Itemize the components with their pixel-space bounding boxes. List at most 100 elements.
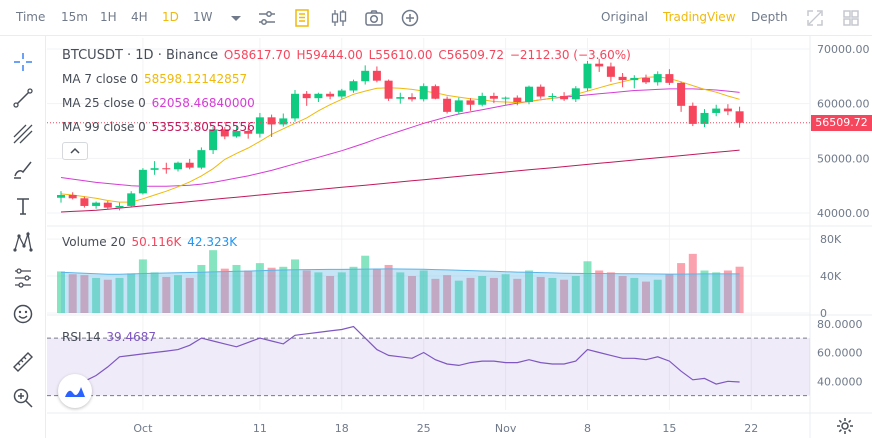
volume-bar [630,277,639,313]
view-original-tab[interactable]: Original [601,10,648,24]
high-value: H59444.00 [296,48,363,62]
candle-body [103,202,112,208]
view-depth-tab[interactable]: Depth [751,10,788,24]
ma25-value: 62058.46840000 [151,96,255,110]
volume-bar [185,277,194,313]
volume-bar [489,277,498,313]
rsi-tick-label: 80.0000 [817,318,863,331]
more-intervals-dropdown-icon[interactable] [226,8,246,28]
zoom-in-icon[interactable] [11,386,35,410]
volume-bar [642,281,650,313]
volume-bar [337,272,346,313]
candle-body [525,86,533,103]
view-tradingview-tab[interactable]: TradingView [663,10,736,24]
volume-bar [723,270,732,313]
interval-1h-button[interactable]: 1H [100,10,117,24]
volume-bar [466,277,475,313]
volume-bar [431,278,440,313]
candle-body [536,86,545,97]
candle-body [326,93,335,97]
candle-body [443,98,452,112]
candle-body [80,198,89,206]
volume-legend: Volume 20 50.116K 42.323K [62,235,239,249]
candle-body [665,74,674,83]
candle-body [232,131,241,137]
candle-body [314,93,323,99]
rsi-label: RSI 14 [62,330,101,344]
candle-body [606,66,615,77]
candle-body [174,162,182,170]
volume-bar [291,259,299,313]
prediction-measure-icon[interactable] [11,266,35,290]
candle-body [489,95,498,99]
candle-body [396,97,405,99]
chart-settings-gear-icon[interactable] [835,416,855,436]
candle-body [735,111,744,123]
candle-body [466,100,475,105]
indicators-icon[interactable] [292,8,312,28]
fullscreen-expand-icon[interactable] [805,8,825,28]
interval-4h-button[interactable]: 4H [131,10,148,24]
volume-bar [127,273,136,313]
volume-label: Volume 20 [62,235,126,249]
volume-bar [513,278,522,313]
candle-body [700,112,709,124]
x-tick-label: 18 [335,422,349,435]
volume-bar [349,266,358,313]
brush-icon[interactable] [11,158,35,182]
crosshair-icon[interactable] [11,50,35,74]
volume-tick-label: 0 [820,307,827,320]
layout-grid-icon[interactable] [841,8,861,28]
price-tick-label: 60000.00 [817,98,870,111]
last-price-tag: 56509.72 [811,114,872,131]
volume-bar [571,276,580,313]
emoji-icon[interactable] [11,302,35,326]
candle-body [723,108,732,112]
rsi-band-fill [47,338,810,396]
ma99-value: 53553.80555556 [151,120,255,134]
volume-bar [57,271,65,313]
change-value: −2112.30 (−3.60%) [509,48,631,62]
volume-bar [197,264,206,313]
candle-body [279,118,288,125]
candle-body [267,117,276,125]
candle-body [618,76,627,81]
candle-body [291,93,299,119]
time-interval-button[interactable]: Time [16,10,46,24]
candle-body [138,169,147,194]
pattern-tool-icon[interactable] [11,230,35,254]
volume-bar [501,274,510,313]
ruler-icon[interactable] [11,350,35,374]
tradingview-logo-button[interactable] [58,374,92,408]
volume-bar [255,263,264,313]
collapse-legend-button[interactable] [62,142,88,160]
candlestick-type-icon[interactable] [329,8,349,28]
add-indicator-plus-icon[interactable] [400,8,420,28]
ma7-label: MA 7 close 0 [62,72,139,86]
volume-bar [478,276,487,313]
interval-1d-button[interactable]: 1D [162,10,179,24]
volume-bar [408,276,416,313]
volume-bar [653,279,662,313]
candle-body [337,90,346,97]
volume-bar [68,274,77,313]
trend-line-icon[interactable] [11,86,35,110]
candle-body [677,82,686,106]
volume-bar [267,267,276,313]
camera-screenshot-icon[interactable] [364,8,384,28]
candle-body [571,88,580,100]
candle-body [712,108,721,113]
interval-15m-button[interactable]: 15m [61,10,88,24]
parallel-channel-icon[interactable] [11,122,35,146]
volume-bar [618,276,627,313]
candle-body [431,86,440,99]
text-tool-icon[interactable] [11,194,35,218]
candle-body [150,168,159,170]
interval-1w-button[interactable]: 1W [193,10,213,24]
volume-bar [443,275,452,313]
settings-sliders-icon[interactable] [257,8,277,28]
symbol-title: BTCUSDT · 1D · Binance [62,48,219,63]
volume-bar [665,274,674,313]
tradingview-logo-icon [65,387,85,397]
